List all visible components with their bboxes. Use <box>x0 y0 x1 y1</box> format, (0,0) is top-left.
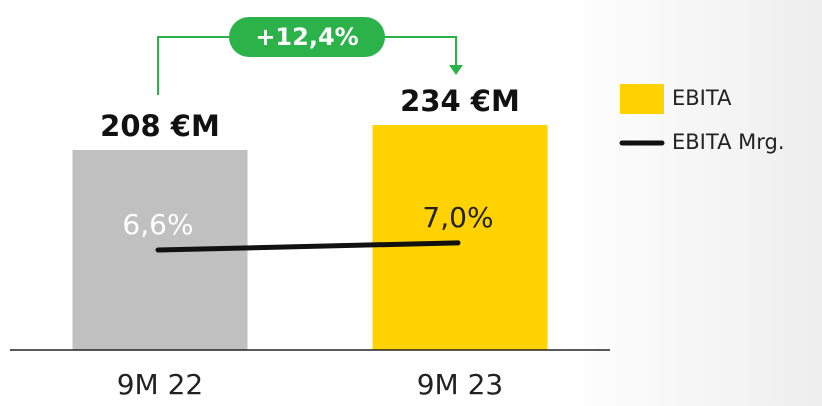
line-value-label: 7,0% <box>422 201 493 234</box>
background-panel <box>560 0 822 406</box>
annotation-text: +12,4% <box>255 23 358 51</box>
x-tick-label: 9M 23 <box>417 368 504 401</box>
bar <box>372 125 548 350</box>
line-value-label: 6,6% <box>122 208 193 241</box>
margin-line <box>155 240 461 253</box>
annotation-arrowhead <box>449 65 463 75</box>
bar-value-label: 208 €M <box>100 109 220 143</box>
x-tick-label: 9M 22 <box>117 368 204 401</box>
legend-label: EBITA Mrg. <box>672 130 785 154</box>
legend-label: EBITA <box>672 86 732 110</box>
annotation-pill <box>229 17 385 57</box>
legend-swatch <box>620 84 664 114</box>
bar-value-label: 234 €M <box>400 84 520 118</box>
